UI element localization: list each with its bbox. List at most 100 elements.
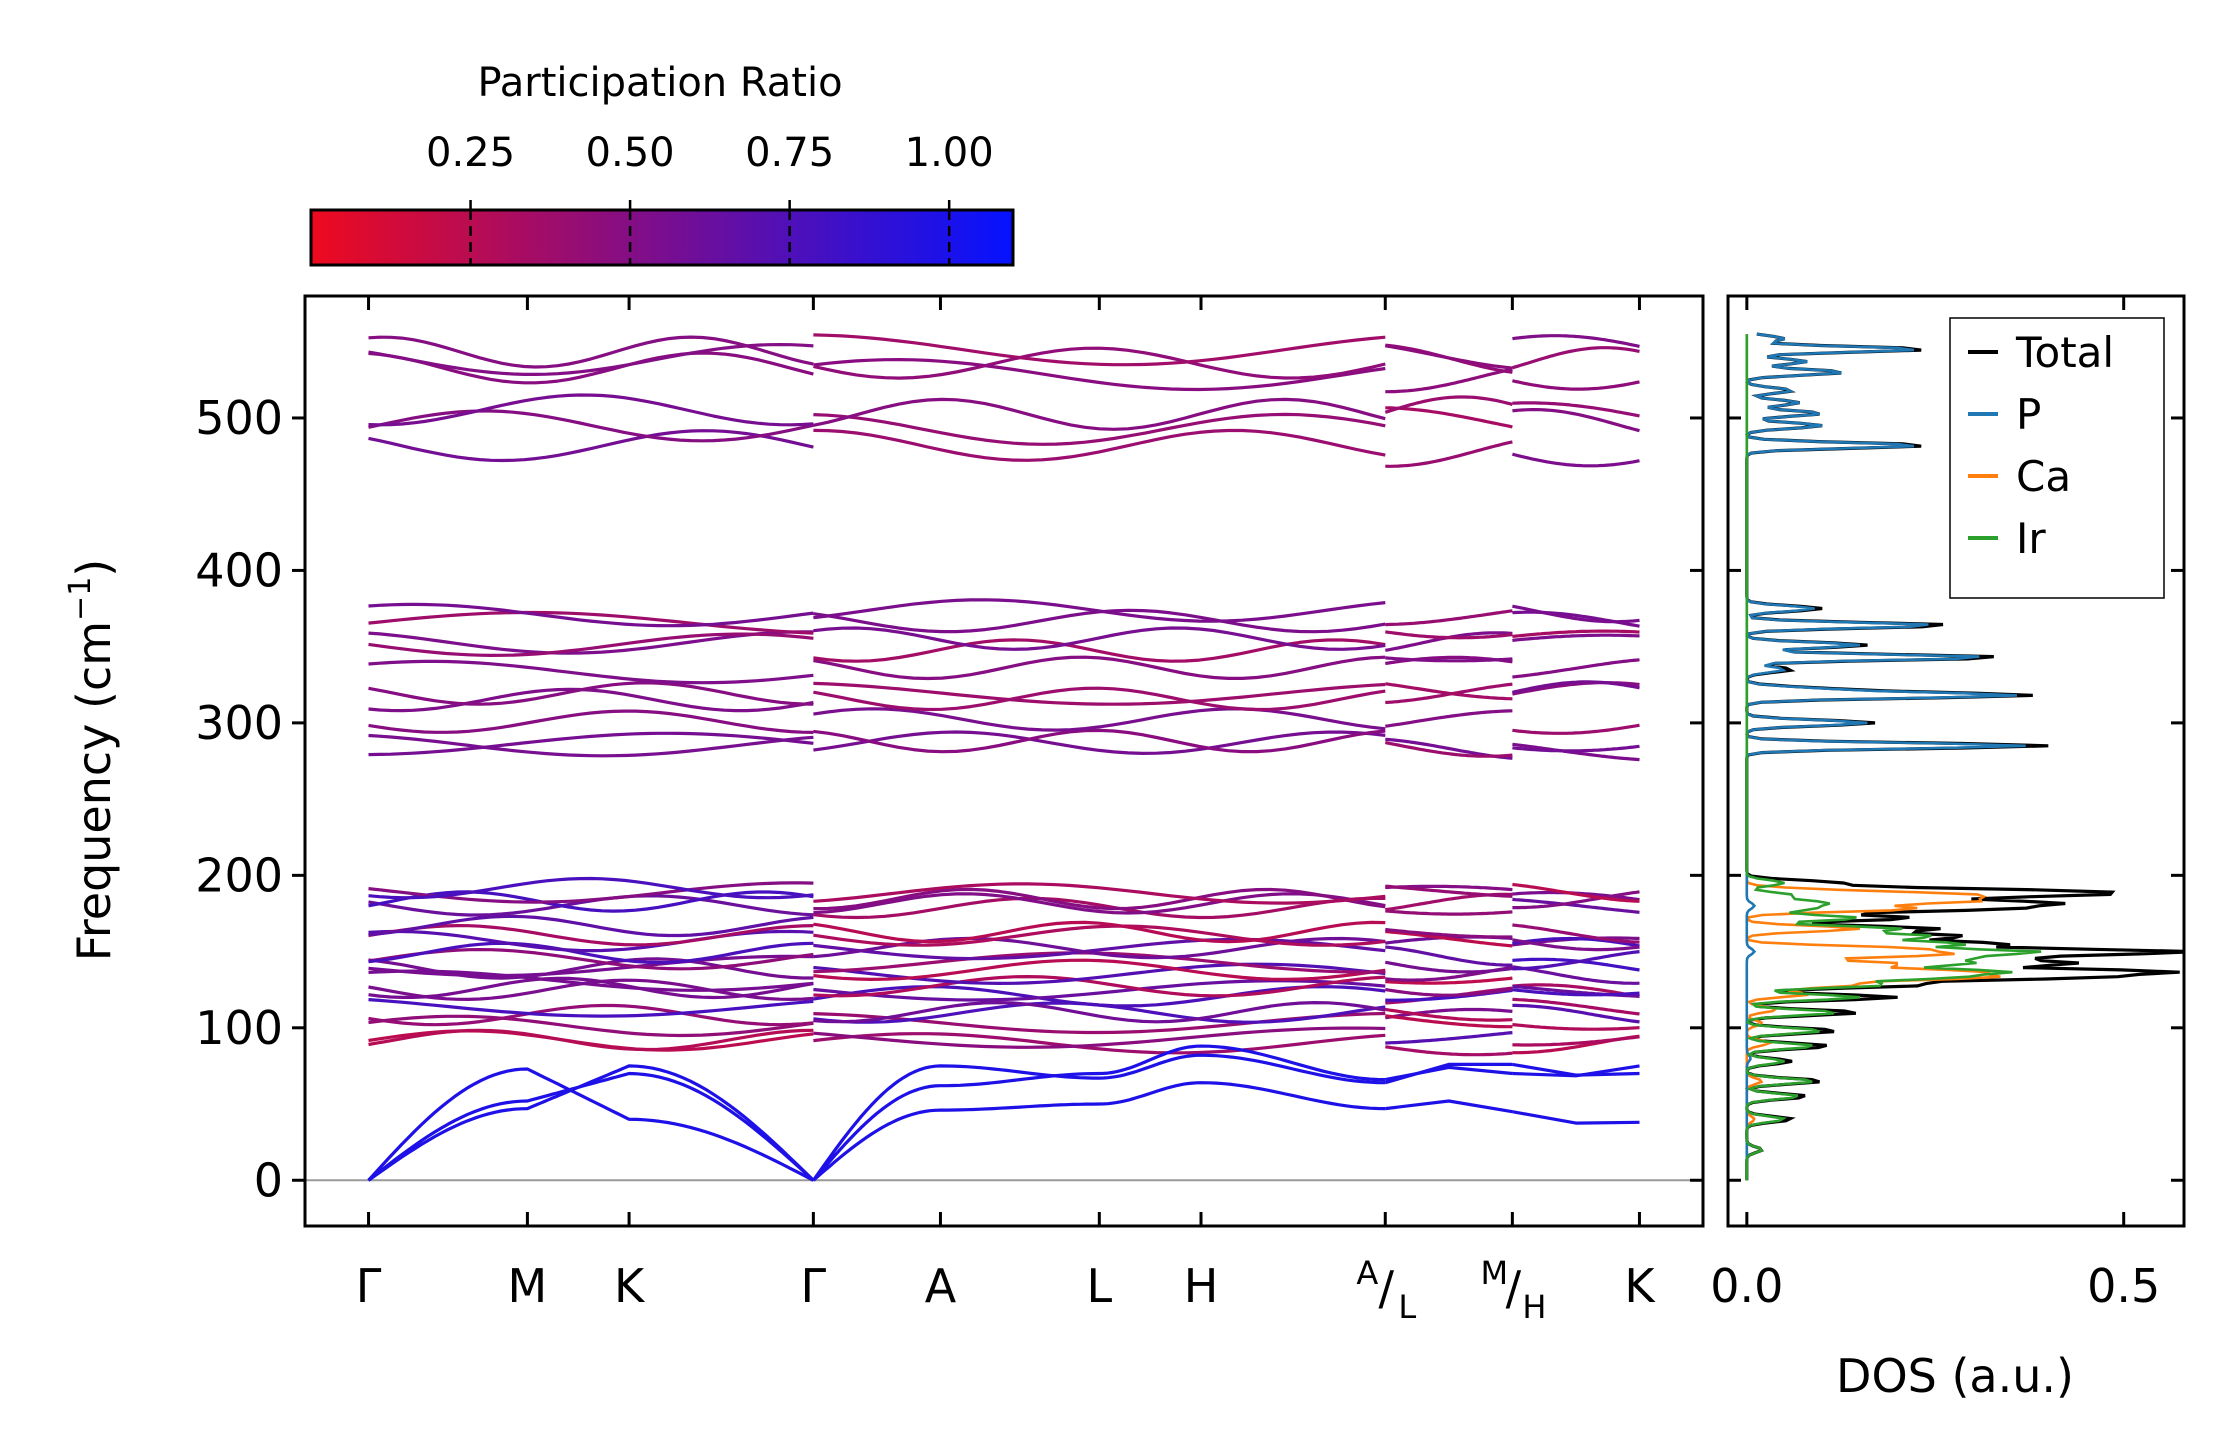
- dos-axis-title: DOS (a.u.): [1836, 1349, 2074, 1403]
- phonon-band: [813, 958, 1386, 981]
- phonon-band: [1385, 1007, 1513, 1020]
- phonon-band: [1512, 379, 1640, 391]
- dos-axis: 0.0 0.5: [1690, 296, 2184, 1313]
- phonon-band: [1512, 890, 1640, 910]
- phonon-band: [1512, 988, 1640, 997]
- phonon-band: [1385, 609, 1513, 627]
- phonon-band: [1385, 406, 1513, 429]
- legend-label: Total: [2015, 328, 2114, 377]
- colorbar-tick-label: 1.00: [905, 130, 994, 176]
- phonon-band: [1512, 936, 1640, 948]
- phonon-band: [1385, 909, 1513, 916]
- phonon-band: [368, 632, 814, 657]
- frequency-tick-label: 100: [195, 1001, 283, 1055]
- phonon-band: [368, 610, 814, 635]
- phonon-band: [1512, 629, 1640, 639]
- phonon-band: [813, 358, 1386, 392]
- phonon-band: [1512, 633, 1640, 642]
- phonon-band: [368, 335, 814, 369]
- phonon-band: [1512, 744, 1640, 753]
- kpath-label: Γ: [356, 1259, 382, 1313]
- phonon-band: [368, 876, 814, 900]
- phonon-band: [1512, 1110, 1640, 1125]
- phonon-band: [1512, 334, 1640, 348]
- kpath-label: K: [1624, 1259, 1656, 1313]
- phonon-band: [813, 882, 1386, 905]
- colorbar-title: Participation Ratio: [477, 60, 842, 106]
- phonon-band: [1385, 682, 1513, 701]
- phonon-band: [1512, 408, 1640, 433]
- phonon-band: [368, 709, 814, 734]
- phonon-band: [1385, 630, 1513, 640]
- phonon-band: [368, 687, 814, 713]
- phonon-band: [813, 681, 1386, 706]
- phonon-band: [368, 630, 814, 655]
- phonon-band: [813, 707, 1386, 732]
- phonon-band: [368, 681, 814, 706]
- phonon-band: [813, 655, 1386, 681]
- phonon-band: [1385, 976, 1513, 985]
- phonon-band: [1385, 741, 1513, 758]
- phonon-band: [1385, 960, 1513, 974]
- phonon-band: [1384, 395, 1513, 414]
- colorbar-ticks: 0.25 0.50 0.75 1.00: [426, 130, 994, 265]
- phonon-band: [1385, 440, 1513, 468]
- dos-line-ir: [1745, 334, 2042, 1181]
- colorbar-tick-label: 0.50: [586, 130, 675, 176]
- phonon-band: [813, 1032, 1386, 1055]
- dos-axes-frame: [1726, 294, 2186, 1228]
- phonon-band: [368, 924, 814, 947]
- phonon-band: [368, 409, 814, 443]
- phonon-band: [368, 351, 814, 385]
- frequency-tick-label: 0: [254, 1153, 283, 1207]
- kpath-label: K: [614, 1259, 646, 1313]
- frequency-tick-label: 200: [195, 848, 283, 902]
- phonon-band: [813, 1001, 1386, 1024]
- band-axes-frame: [303, 294, 1705, 1228]
- phonon-band: [813, 346, 1386, 380]
- phonon-band: [1385, 987, 1513, 997]
- phonon-band: [1512, 965, 1640, 985]
- dos-lines: [1744, 332, 2184, 1181]
- kpath-label-slash: /: [1506, 1261, 1522, 1315]
- phonon-band: [1512, 680, 1640, 694]
- phonon-band: [813, 730, 1386, 755]
- phonon-band: [1385, 344, 1513, 370]
- phonon-band: [1512, 923, 1640, 944]
- phonon-band: [813, 975, 1386, 998]
- phonon-band: [368, 1028, 814, 1052]
- phonon-band: [1385, 884, 1513, 898]
- kpath-label-top: A: [1356, 1254, 1378, 1292]
- kpath-label: L: [1086, 1259, 1112, 1313]
- phonon-band: [368, 890, 814, 913]
- phonon-band: [1512, 950, 1640, 971]
- phonon-band: [1385, 945, 1513, 967]
- kpath-label-slash: /: [1379, 1261, 1395, 1315]
- phonon-band: [1512, 938, 1640, 952]
- frequency-tick-label: 400: [195, 543, 283, 597]
- phonon-band: [368, 733, 814, 758]
- colorbar-gradient: [309, 208, 1015, 267]
- phonon-band: [368, 731, 814, 757]
- phonon-band: [368, 941, 814, 965]
- phonon-band: [367, 1064, 815, 1182]
- phonon-band: [1512, 452, 1640, 468]
- phonon-band: [1511, 346, 1640, 370]
- phonon-band: [368, 954, 814, 978]
- colorbar-tick-label: 0.25: [426, 130, 515, 176]
- legend-label: Ca: [2016, 452, 2071, 501]
- phonon-band: [813, 1026, 1386, 1049]
- phonon-band: [1512, 897, 1640, 914]
- colorbar-tick-label: 0.75: [745, 130, 834, 176]
- phonon-band: [812, 1081, 1386, 1182]
- dos-tick-label: 0.0: [1710, 1259, 1783, 1313]
- phonon-band: [367, 1067, 815, 1182]
- phonon-band: [1385, 656, 1513, 663]
- phonon-band: [368, 957, 814, 980]
- phonon-band: [1385, 929, 1513, 948]
- phonon-band: [813, 892, 1386, 915]
- phonon-band: [1385, 1007, 1513, 1022]
- kpath-axis: Γ M K Γ A L H A / LM/H K: [356, 296, 1656, 1326]
- phonon-band: [1512, 1023, 1640, 1031]
